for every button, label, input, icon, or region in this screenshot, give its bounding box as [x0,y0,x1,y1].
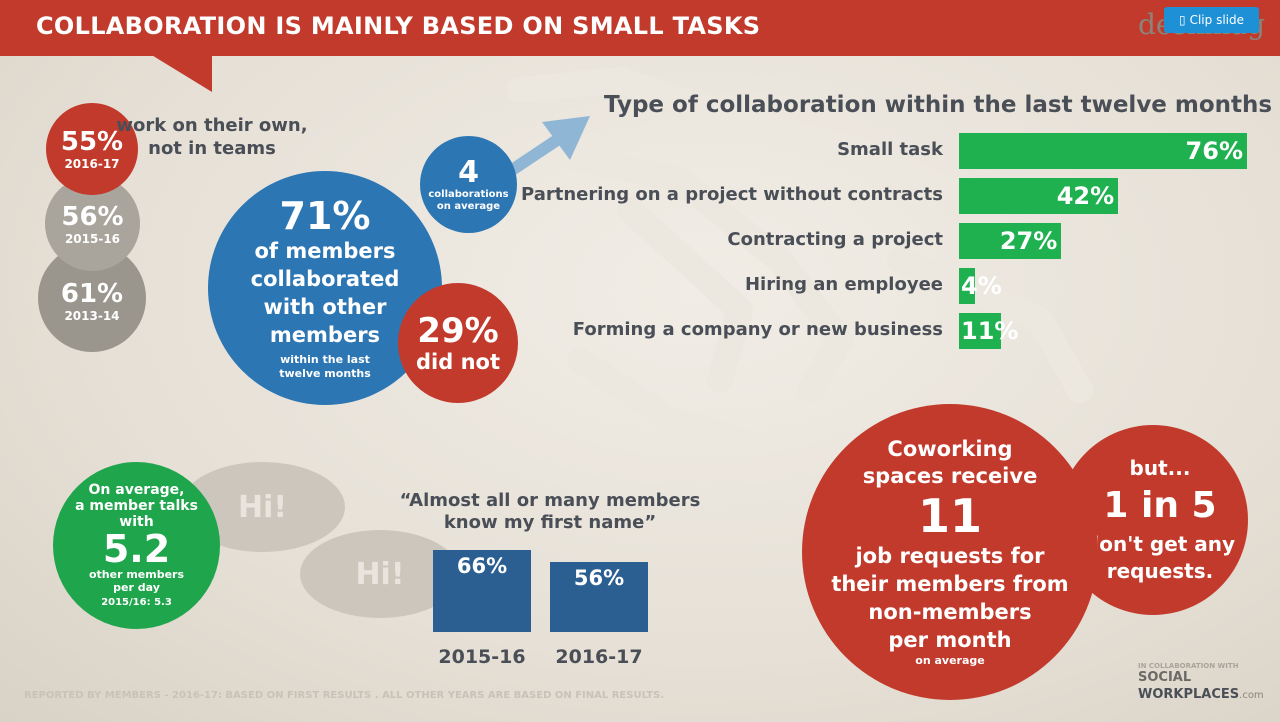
collaborated-line3: with other [263,295,387,319]
but-text: but... [1129,456,1191,480]
own-work-value-2016: 55% [60,127,124,157]
types-bar-label: Forming a company or new business [572,319,943,340]
types-bar: 4% [959,268,1002,304]
ratio-line2: requests. [1106,559,1214,583]
jobs-value: 11 [917,489,982,543]
collaborated-line4: members [269,323,381,347]
types-bar: 27% [959,223,1062,259]
title-banner [0,0,1280,56]
jobs-line1: Coworking [887,437,1013,461]
average-collab-line2: on average [436,200,501,212]
job-requests-circle: Coworking spaces receive 11 job requests… [802,404,1098,700]
types-bar-label: Small task [837,139,943,160]
collaborated-value: 71% [279,194,371,238]
average-collab-line1: collaborations [428,188,509,200]
jobs-line4: their members from [831,572,1069,596]
collaborated-sub2: twelve months [279,367,371,380]
talk-line4: other members [88,567,185,581]
jobs-line5: non-members [868,600,1032,624]
first-name-bar: 66% [433,550,531,632]
footnote: REPORTED BY MEMBERS - 2016-17: BASED ON … [24,690,665,701]
hi-text-1: Hi! [237,489,288,525]
collaborated-line1: of members [254,239,396,263]
did-not-circle: 29% did not [398,283,518,403]
partner-logo: IN COLLABORATION WITH SOCIAL WORKPLACES.… [1138,662,1268,703]
handshake-illustration [507,67,1093,453]
first-name-year-label: 2016-17 [555,646,643,668]
own-work-value-2013: 61% [60,279,124,309]
types-bar: 11% [959,313,1018,349]
talk-circle: On average, a member talks with 5.2 othe… [53,462,220,629]
own-work-year-2015: 2015-16 [64,231,121,246]
first-name-quote: “Almost all or many members know my firs… [380,490,720,534]
page-title: COLLABORATION IS MAINLY BASED ON SMALL T… [36,12,761,40]
talk-line3: with [119,513,154,530]
jobs-line7: on average [915,654,985,667]
collaborated-sub1: within the last [280,353,370,366]
did-not-label: did not [416,350,500,374]
clip-icon: ▯ [1178,13,1186,27]
did-not-value: 29% [417,311,499,351]
clip-slide-label: Clip slide [1189,13,1244,27]
types-chart-title: Type of collaboration within the last tw… [604,92,1273,118]
talk-value: 5.2 [102,526,171,571]
average-collab-value: 4 [458,154,479,190]
first-name-year-label: 2015-16 [438,646,526,668]
own-work-line1: work on their own, [116,115,308,136]
types-bar-label: Contracting a project [727,229,943,250]
own-work-line2: not in teams [148,138,276,159]
ratio-line1: don't get any [1084,532,1236,556]
banner-pointer [150,54,212,92]
types-bar-label: Partnering on a project without contract… [520,184,943,205]
types-bar: 76% [959,133,1247,169]
own-work-year-2013: 2013-14 [64,309,120,323]
ratio-value: 1 in 5 [1103,485,1217,526]
jobs-line6: per month [888,628,1012,652]
partner-line: IN COLLABORATION WITH [1138,662,1239,670]
own-work-circle-2016: 55% 2016-17 [46,103,138,195]
average-collab-circle: 4 collaborations on average [420,136,517,233]
first-name-bar: 56% [550,562,648,632]
own-work-value-2015: 56% [61,201,124,232]
talk-line2: a member talks [75,497,198,514]
clip-slide-button[interactable]: ▯ Clip slide [1164,7,1259,33]
partner-suffix: .com [1239,690,1264,701]
talk-line1: On average, [88,481,185,498]
own-work-circle-2015: 56% 2015-16 [45,176,140,271]
types-bar-label: Hiring an employee [744,274,943,295]
first-name-quote-line1: “Almost all or many members [399,490,701,511]
first-name-quote-line2: know my first name” [443,512,657,533]
hi-text-2: Hi! [355,556,405,592]
jobs-line3: job requests for [855,544,1045,568]
talk-prev: 2015/16: 5.3 [101,596,172,608]
types-bar: 42% [959,178,1119,214]
partner-name2: WORKPLACES [1138,687,1240,702]
talk-line5: per day [113,580,160,594]
partner-name-row: WORKPLACES.com [1138,685,1268,703]
own-work-text: work on their own, not in teams [114,114,310,160]
collaborated-line2: collaborated [250,267,400,291]
own-work-year-2016: 2016-17 [64,157,120,171]
jobs-line2: spaces receive [862,464,1038,488]
partner-name1: SOCIAL [1138,670,1192,685]
